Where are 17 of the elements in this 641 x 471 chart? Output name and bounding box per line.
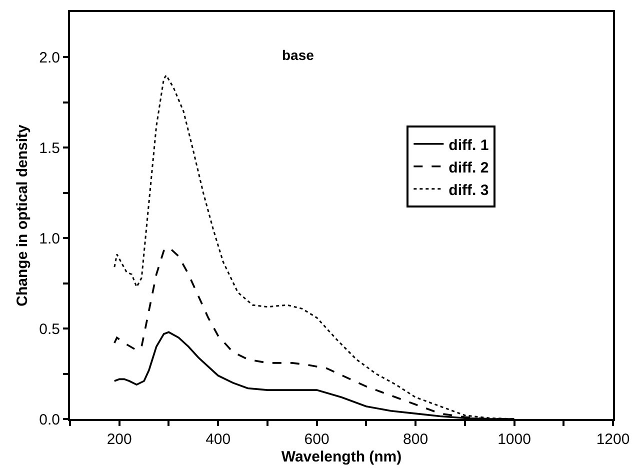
x-tick-label: 1000 [498,431,531,448]
y-tick-label: 1.5 [39,140,60,157]
annotation: base [282,47,314,63]
x-axis-title: Wavelength (nm) [281,448,402,466]
y-axis-title: Change in optical density [14,124,31,306]
legend-label: diff. 2 [448,159,489,176]
x-tick-label: 600 [304,431,330,448]
x-tick-label: 400 [206,431,231,448]
y-tick-label: 0.0 [39,411,60,428]
legend-label: diff. 1 [448,136,489,154]
y-tick-label: 1.0 [39,230,60,248]
legend-label: diff. 3 [448,182,489,199]
y-tick-label: 2.0 [39,49,60,66]
x-tick-label: 200 [106,431,132,448]
x-tick-label: 1200 [596,431,630,448]
x-tick-label: 800 [403,431,428,448]
y-tick-label: 0.5 [39,320,60,338]
